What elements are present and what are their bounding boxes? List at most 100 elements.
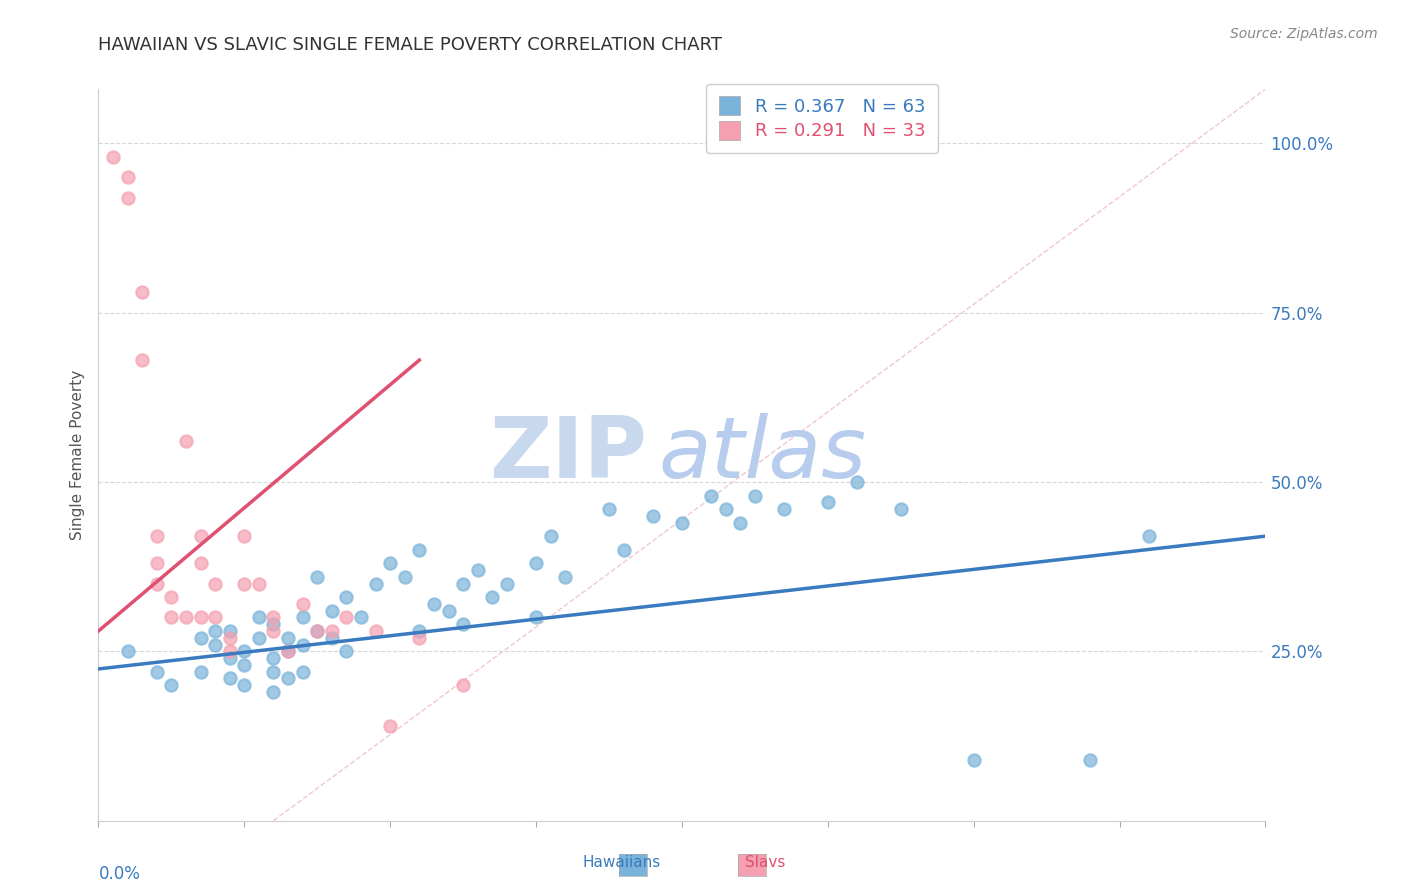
Point: [773, 502, 796, 516]
Point: [190, 665, 212, 679]
Point: [277, 644, 299, 658]
Point: [554, 570, 576, 584]
Point: [408, 542, 430, 557]
Point: [496, 576, 519, 591]
Point: [277, 631, 299, 645]
Point: [204, 638, 226, 652]
Point: [612, 542, 634, 557]
Point: [160, 678, 183, 692]
Point: [277, 644, 299, 658]
Point: [101, 150, 124, 164]
Point: [321, 624, 343, 638]
Point: [218, 631, 240, 645]
Point: [233, 657, 256, 672]
Point: [451, 678, 474, 692]
Point: [291, 665, 314, 679]
Point: [190, 529, 212, 543]
Point: [204, 576, 226, 591]
Point: [160, 590, 183, 604]
Point: [364, 576, 387, 591]
Point: [307, 570, 329, 584]
Text: ZIP: ZIP: [489, 413, 647, 497]
Legend: R = 0.367   N = 63, R = 0.291   N = 33: R = 0.367 N = 63, R = 0.291 N = 33: [706, 84, 938, 153]
Point: [247, 631, 270, 645]
Point: [451, 576, 474, 591]
Point: [598, 502, 620, 516]
Point: [890, 502, 912, 516]
Point: [714, 502, 737, 516]
Point: [131, 285, 153, 300]
Point: [233, 576, 256, 591]
Point: [700, 489, 723, 503]
Point: [233, 678, 256, 692]
Point: [291, 597, 314, 611]
Point: [671, 516, 693, 530]
Text: atlas: atlas: [658, 413, 866, 497]
Point: [146, 665, 169, 679]
Text: HAWAIIAN VS SLAVIC SINGLE FEMALE POVERTY CORRELATION CHART: HAWAIIAN VS SLAVIC SINGLE FEMALE POVERTY…: [98, 36, 723, 54]
Point: [204, 610, 226, 624]
Point: [204, 624, 226, 638]
Point: [524, 556, 547, 570]
Point: [335, 610, 357, 624]
Point: [277, 672, 299, 686]
Point: [1080, 753, 1102, 767]
Text: 0.0%: 0.0%: [98, 864, 141, 882]
Point: [408, 631, 430, 645]
Point: [291, 638, 314, 652]
Point: [218, 672, 240, 686]
Point: [307, 624, 329, 638]
Point: [262, 685, 284, 699]
Point: [131, 353, 153, 368]
Point: [146, 556, 169, 570]
Point: [117, 170, 139, 185]
Point: [321, 604, 343, 618]
Text: Source: ZipAtlas.com: Source: ZipAtlas.com: [1230, 27, 1378, 41]
Point: [146, 576, 169, 591]
Point: [218, 651, 240, 665]
Point: [437, 604, 460, 618]
Point: [641, 508, 664, 523]
Point: [730, 516, 752, 530]
Point: [408, 624, 430, 638]
Point: [262, 610, 284, 624]
Point: [190, 556, 212, 570]
Point: [190, 610, 212, 624]
Point: [262, 651, 284, 665]
Point: [524, 610, 547, 624]
Point: [117, 644, 139, 658]
Point: [817, 495, 839, 509]
Point: [467, 563, 489, 577]
Point: [146, 529, 169, 543]
Point: [481, 590, 503, 604]
Point: [233, 644, 256, 658]
Point: [291, 610, 314, 624]
Y-axis label: Single Female Poverty: Single Female Poverty: [69, 370, 84, 540]
Point: [423, 597, 446, 611]
Point: [160, 610, 183, 624]
Point: [744, 489, 766, 503]
Point: [1137, 529, 1160, 543]
Point: [846, 475, 869, 489]
Point: [262, 665, 284, 679]
Point: [335, 644, 357, 658]
Point: [174, 610, 197, 624]
Point: [321, 631, 343, 645]
Point: [117, 190, 139, 204]
Point: [364, 624, 387, 638]
Point: [380, 556, 402, 570]
Point: [451, 617, 474, 632]
Point: [218, 624, 240, 638]
Point: [218, 644, 240, 658]
Point: [380, 719, 402, 733]
Point: [262, 624, 284, 638]
Point: [247, 576, 270, 591]
Point: [350, 610, 373, 624]
Point: [540, 529, 562, 543]
Point: [247, 610, 270, 624]
Text: Slavs: Slavs: [745, 855, 786, 870]
Point: [335, 590, 357, 604]
Text: Hawaiians: Hawaiians: [582, 855, 661, 870]
Point: [394, 570, 416, 584]
Point: [262, 617, 284, 632]
